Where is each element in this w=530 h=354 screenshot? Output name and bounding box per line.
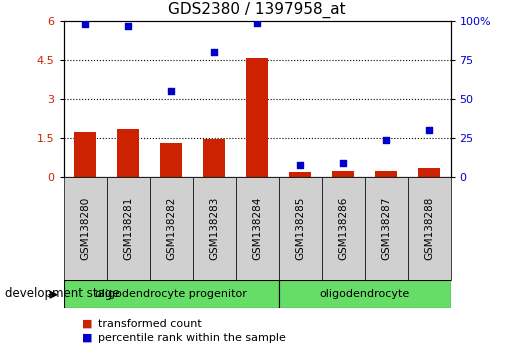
- Bar: [117, 129, 139, 177]
- Text: ■: ■: [82, 319, 93, 329]
- Text: transformed count: transformed count: [98, 319, 202, 329]
- FancyBboxPatch shape: [149, 177, 192, 280]
- FancyBboxPatch shape: [64, 177, 107, 280]
- Bar: [246, 58, 268, 177]
- Point: [253, 20, 261, 25]
- FancyBboxPatch shape: [235, 177, 279, 280]
- FancyBboxPatch shape: [279, 177, 322, 280]
- Bar: [204, 139, 225, 177]
- Text: GSM138283: GSM138283: [209, 196, 219, 260]
- Text: oligodendrocyte: oligodendrocyte: [320, 289, 410, 299]
- FancyBboxPatch shape: [279, 280, 450, 308]
- Text: ■: ■: [82, 333, 93, 343]
- Point: [339, 160, 347, 166]
- Bar: [332, 171, 354, 177]
- FancyBboxPatch shape: [107, 177, 149, 280]
- Text: GSM138288: GSM138288: [424, 196, 434, 260]
- Text: GSM138284: GSM138284: [252, 196, 262, 260]
- Point: [382, 137, 390, 142]
- Bar: [74, 132, 96, 177]
- FancyBboxPatch shape: [322, 177, 365, 280]
- Text: GSM138286: GSM138286: [338, 196, 348, 260]
- Point: [210, 50, 218, 55]
- FancyBboxPatch shape: [365, 177, 408, 280]
- Point: [124, 23, 132, 29]
- Text: oligodendrocyte progenitor: oligodendrocyte progenitor: [95, 289, 247, 299]
- Title: GDS2380 / 1397958_at: GDS2380 / 1397958_at: [168, 2, 346, 18]
- Point: [296, 162, 304, 167]
- Bar: [289, 172, 311, 177]
- FancyBboxPatch shape: [64, 280, 279, 308]
- Text: GSM138287: GSM138287: [381, 196, 391, 260]
- Text: GSM138280: GSM138280: [80, 197, 90, 260]
- Text: development stage: development stage: [5, 287, 120, 300]
- Point: [81, 22, 90, 27]
- Text: GSM138282: GSM138282: [166, 196, 176, 260]
- Bar: [160, 143, 182, 177]
- Text: GSM138281: GSM138281: [123, 196, 133, 260]
- Bar: [375, 171, 397, 177]
- Text: percentile rank within the sample: percentile rank within the sample: [98, 333, 286, 343]
- Point: [425, 127, 433, 133]
- FancyBboxPatch shape: [192, 177, 235, 280]
- Bar: [418, 168, 440, 177]
- FancyBboxPatch shape: [408, 177, 450, 280]
- Point: [167, 88, 175, 94]
- Text: GSM138285: GSM138285: [295, 196, 305, 260]
